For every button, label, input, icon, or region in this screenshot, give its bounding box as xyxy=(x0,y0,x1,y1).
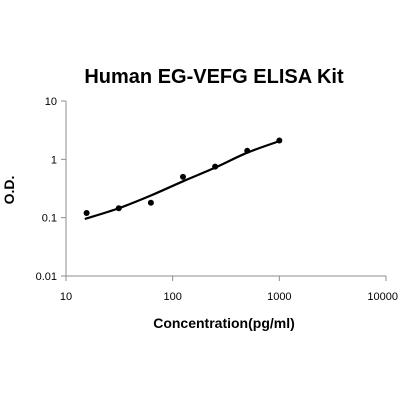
data-points xyxy=(83,137,283,217)
y-tick-label: 10 xyxy=(45,96,57,108)
x-axis-ticks: 10 100 1000 10000 xyxy=(60,276,398,303)
x-tick-label: 10 xyxy=(60,291,72,303)
y-axis-title: O.D. xyxy=(1,176,17,205)
chart-title: Human EG-VEFG ELISA Kit xyxy=(84,66,344,88)
y-tick-label: 0.1 xyxy=(42,213,57,225)
data-point xyxy=(83,210,90,217)
data-point xyxy=(212,163,219,170)
y-tick-label: 0.01 xyxy=(36,271,57,283)
x-tick-label: 10000 xyxy=(367,291,398,303)
y-axis-ticks: 0.01 0.1 1 10 xyxy=(36,96,66,283)
fit-curve-line xyxy=(84,140,280,221)
x-axis-title: Concentration(pg/ml) xyxy=(153,315,295,331)
data-point xyxy=(276,137,283,144)
data-point xyxy=(180,173,187,180)
data-point xyxy=(244,147,251,154)
data-point xyxy=(115,205,122,212)
data-point xyxy=(147,199,154,206)
x-tick-label: 100 xyxy=(163,291,181,303)
x-tick-label: 1000 xyxy=(267,291,291,303)
y-tick-label: 1 xyxy=(51,154,57,166)
